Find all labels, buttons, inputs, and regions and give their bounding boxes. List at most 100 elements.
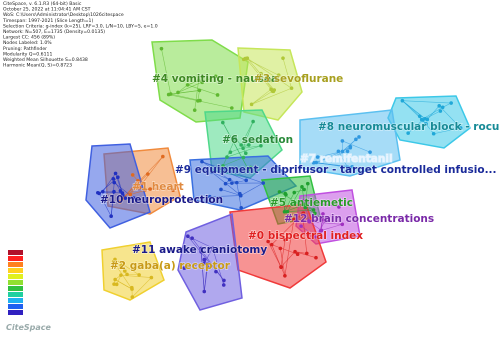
link <box>282 58 292 89</box>
node <box>340 139 345 143</box>
link <box>407 119 423 134</box>
node <box>213 74 218 79</box>
link <box>245 58 273 92</box>
link <box>439 105 461 129</box>
header-line: WoS: C:\Users\Administrator\Desktop\1026… <box>3 12 124 18</box>
node <box>305 181 310 186</box>
node <box>278 246 283 251</box>
legend-swatch <box>8 262 23 267</box>
node <box>114 282 119 287</box>
link <box>226 145 261 158</box>
header-line: Largest CC: 456 (89%) <box>3 35 55 41</box>
node <box>214 269 218 274</box>
node <box>161 154 165 159</box>
node <box>186 234 190 239</box>
node <box>96 190 100 195</box>
node <box>282 209 287 214</box>
node <box>323 218 328 223</box>
link <box>168 90 200 95</box>
node <box>246 167 251 172</box>
node <box>123 196 128 200</box>
link <box>209 195 241 197</box>
link <box>230 144 249 153</box>
node <box>269 78 274 83</box>
link <box>321 213 324 231</box>
link <box>271 212 304 245</box>
link <box>316 147 351 163</box>
node <box>336 149 341 154</box>
node <box>251 119 255 124</box>
link <box>316 162 348 168</box>
node <box>215 93 220 97</box>
nodes <box>96 46 463 299</box>
node <box>300 185 304 189</box>
node <box>302 198 306 203</box>
node <box>234 180 239 185</box>
link <box>222 122 249 170</box>
node <box>368 150 372 154</box>
link <box>191 237 225 281</box>
link <box>203 267 208 292</box>
node <box>246 143 251 147</box>
link <box>231 180 247 184</box>
node <box>109 214 113 219</box>
node <box>293 200 297 205</box>
link <box>295 251 307 254</box>
node <box>113 277 117 282</box>
node <box>239 143 243 147</box>
node <box>100 189 105 194</box>
node <box>112 189 116 194</box>
node <box>431 131 436 136</box>
node <box>136 178 140 183</box>
link <box>284 193 286 212</box>
node <box>223 181 228 186</box>
link <box>170 93 201 101</box>
cluster-label: #10 neuroprotection <box>100 194 223 206</box>
legend-swatch <box>8 268 23 273</box>
legend-swatch <box>8 256 23 261</box>
node <box>354 137 358 142</box>
link <box>433 127 461 135</box>
node <box>249 102 254 107</box>
node <box>458 126 463 130</box>
node <box>400 98 405 103</box>
node <box>118 200 122 204</box>
link <box>201 161 230 180</box>
node <box>207 194 212 199</box>
node <box>202 261 207 265</box>
header-line: Pruning: Pathfinder <box>3 46 47 52</box>
node <box>315 155 320 159</box>
legend-swatch <box>8 292 23 297</box>
link <box>309 221 322 231</box>
header-line: Timespan: 1997-2021 (Slice Length=1) <box>2 18 93 24</box>
node <box>119 273 123 277</box>
node <box>303 205 308 210</box>
node <box>182 266 187 270</box>
node <box>283 237 287 242</box>
node <box>227 177 232 182</box>
node <box>123 269 127 273</box>
link <box>308 219 323 222</box>
link <box>132 277 152 298</box>
cluster-label: #8 neuromuscular block - rocuronium <box>318 121 500 133</box>
link <box>204 247 213 264</box>
node <box>192 108 197 112</box>
node <box>120 196 125 201</box>
link <box>321 223 343 231</box>
node <box>230 181 234 185</box>
node <box>311 208 316 212</box>
link <box>114 279 133 290</box>
node <box>348 145 353 150</box>
node <box>198 98 202 103</box>
node <box>199 246 203 251</box>
link <box>251 89 272 105</box>
link <box>114 259 140 276</box>
link <box>309 221 343 225</box>
cluster-label: #4 vomiting - nausea <box>152 73 278 85</box>
legend-swatch <box>8 250 23 255</box>
link <box>267 241 282 268</box>
link <box>184 262 205 269</box>
legend-swatch <box>8 304 23 309</box>
link <box>305 207 316 214</box>
